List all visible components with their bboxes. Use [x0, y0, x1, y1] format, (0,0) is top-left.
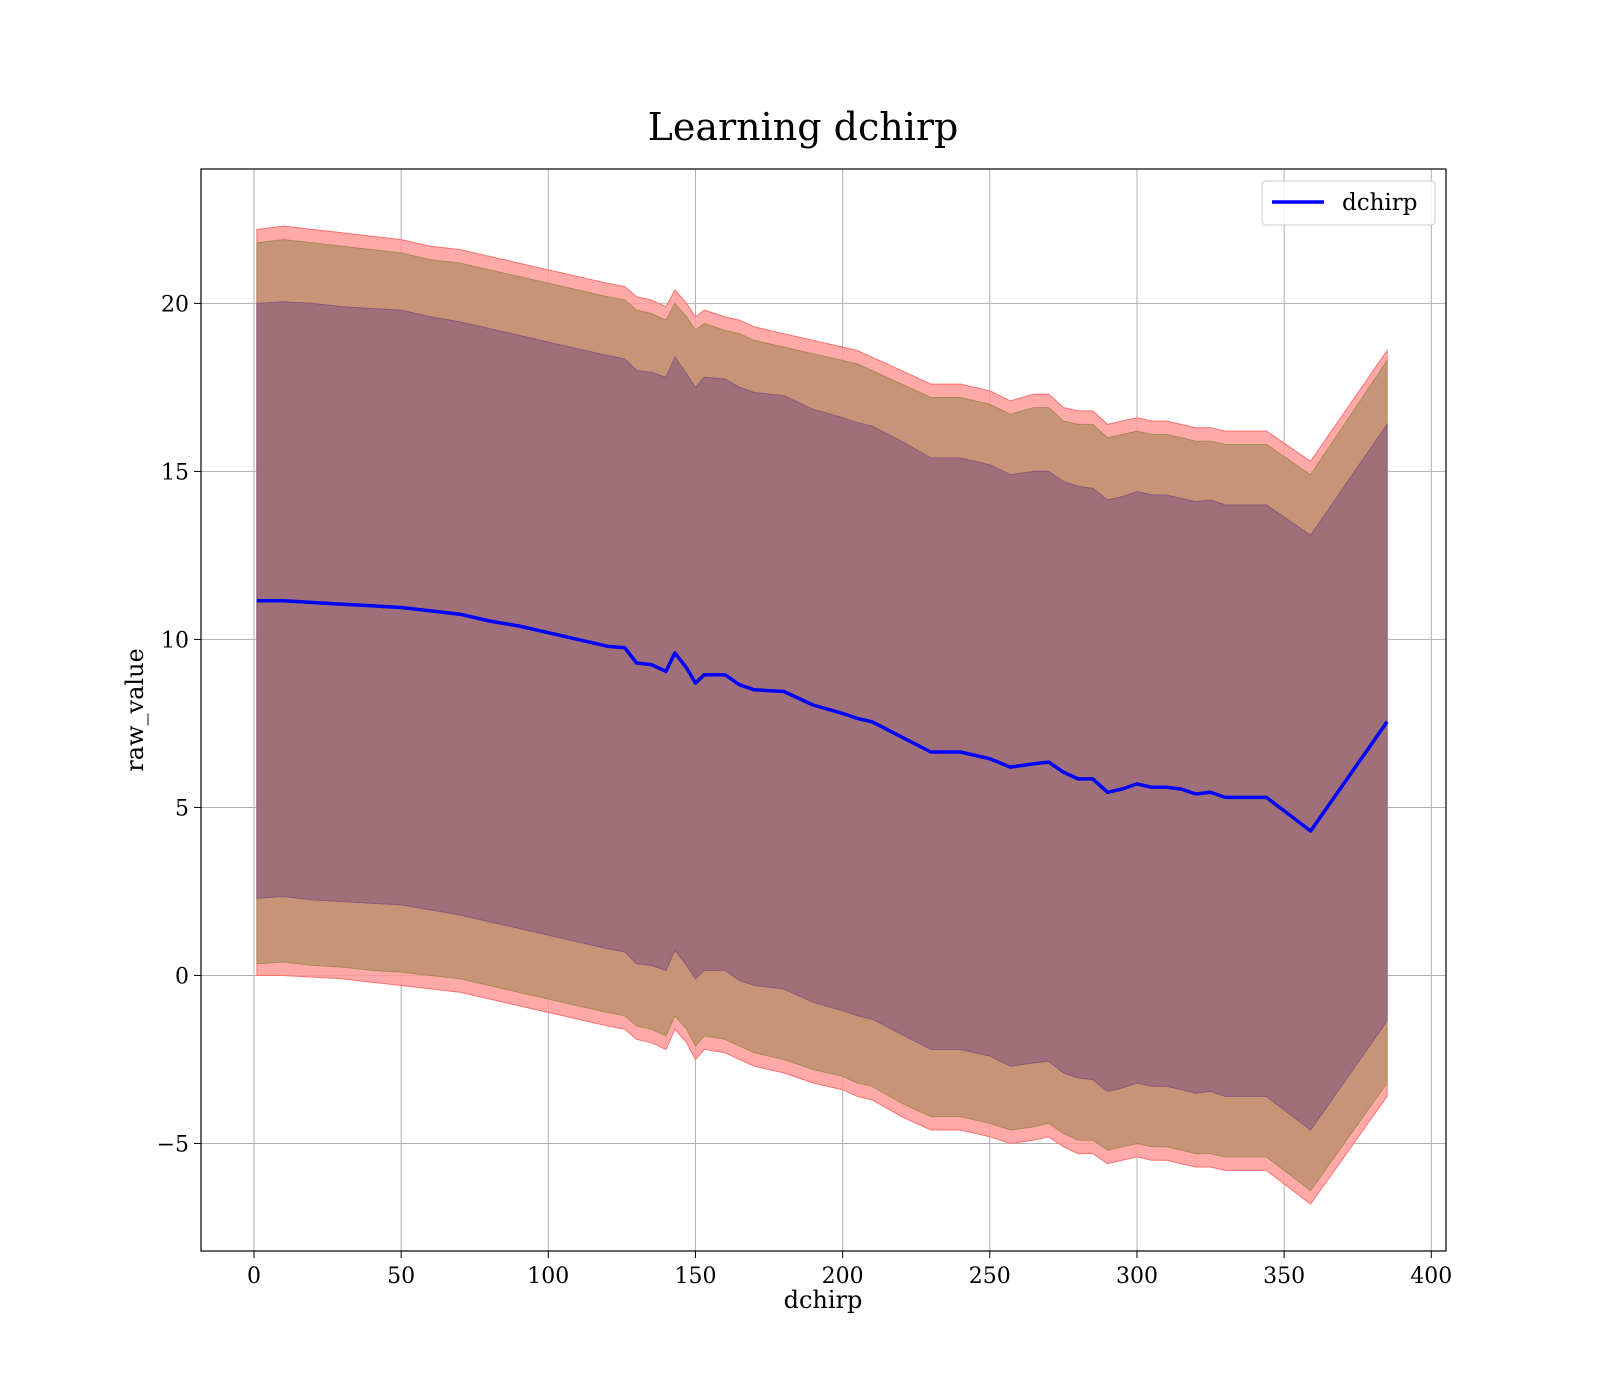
- y-tick-label: −5: [157, 1132, 189, 1157]
- band-area: [256, 301, 1388, 1131]
- x-tick-label: 250: [969, 1264, 1011, 1289]
- x-tick-label: 100: [527, 1264, 569, 1289]
- legend-label: dchirp: [1342, 190, 1418, 216]
- y-axis-label: raw_value: [121, 648, 149, 772]
- confidence-bands: [256, 225, 1388, 1205]
- y-tick-label: 0: [175, 964, 189, 989]
- legend: dchirp: [1261, 180, 1436, 226]
- x-tick-label: 300: [1116, 1264, 1158, 1289]
- plot-frame: [200, 168, 1447, 1252]
- x-axis-label: dchirp: [784, 1286, 863, 1314]
- x-tick-label: 350: [1263, 1264, 1305, 1289]
- chart-title: Learning dchirp: [648, 105, 959, 149]
- x-tick-label: 0: [247, 1264, 261, 1289]
- x-tick-label: 400: [1410, 1264, 1452, 1289]
- axis-ticks: 0 50 100 150 200 250 300 350 400 −5 0 5 10 15 20: [157, 292, 1453, 1289]
- y-tick-label: 15: [161, 460, 189, 485]
- x-tick-label: 50: [387, 1264, 415, 1289]
- series-line-dchirp: [256, 599, 1389, 833]
- y-tick-label: 20: [161, 292, 189, 317]
- legend-box: [1261, 180, 1436, 226]
- y-tick-label: 10: [161, 628, 189, 653]
- x-tick-label: 150: [674, 1264, 716, 1289]
- series-lines: [256, 599, 1389, 833]
- y-tick-label: 5: [175, 796, 189, 821]
- x-tick-label: 200: [822, 1264, 864, 1289]
